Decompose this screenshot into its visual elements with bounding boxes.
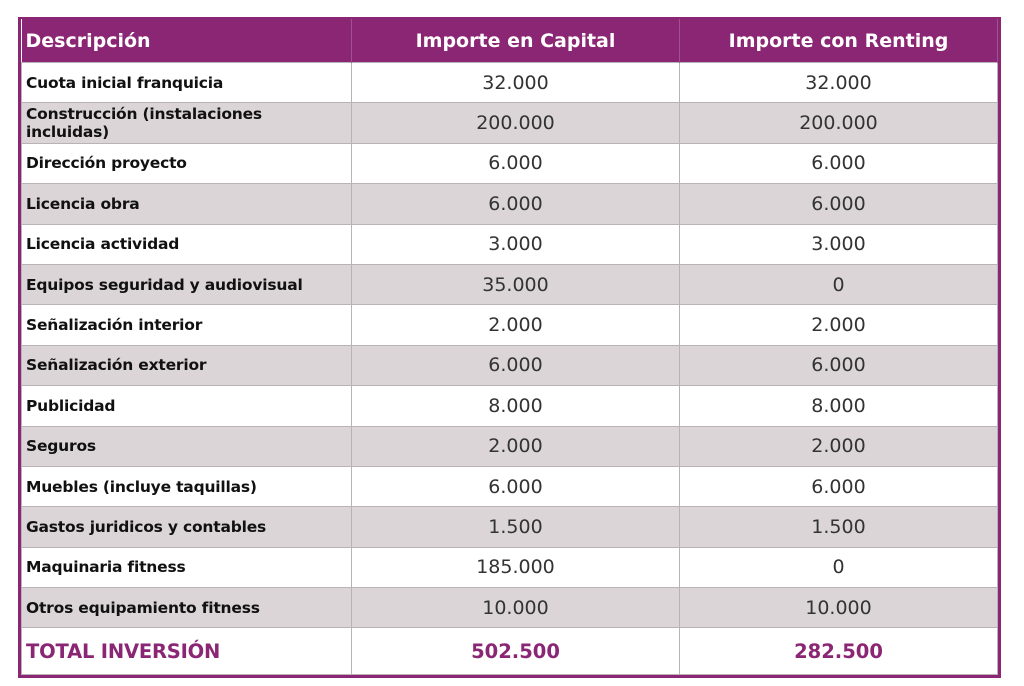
row-renting: 6.000 [679, 344, 998, 387]
investment-table: Descripción Importe en Capital Importe c… [18, 17, 1001, 679]
table-row: Licencia actividad 3.000 3.000 [21, 223, 998, 265]
row-capital: 2.000 [351, 425, 680, 467]
row-capital: 3.000 [351, 223, 680, 265]
total-capital: 502.500 [351, 627, 680, 676]
row-capital: 35.000 [351, 263, 680, 306]
table-row: Construcción (instalaciones incluidas) 20… [21, 102, 998, 144]
row-description: Dirección proyecto [21, 142, 352, 185]
row-description: Seguros [21, 425, 352, 467]
row-capital: 200.000 [351, 102, 680, 144]
row-renting: 32.000 [679, 61, 998, 104]
table-row: Otros equipamiento fitness 10.000 10.000 [21, 587, 998, 629]
row-renting: 3.000 [679, 223, 998, 265]
row-capital: 6.000 [351, 142, 680, 185]
row-capital: 6.000 [351, 465, 680, 508]
row-description: Muebles (incluye taquillas) [21, 465, 352, 508]
row-description: Gastos juridicos y contables [21, 506, 352, 548]
row-capital: 6.000 [351, 344, 680, 387]
table-row: Dirección proyecto 6.000 6.000 [21, 142, 998, 185]
total-renting: 282.500 [679, 627, 998, 676]
row-capital: 185.000 [351, 546, 680, 589]
row-capital: 8.000 [351, 385, 680, 427]
total-row: TOTAL INVERSIÓN 502.500 282.500 [21, 627, 998, 676]
row-capital: 6.000 [351, 183, 680, 225]
row-description: Publicidad [21, 385, 352, 427]
table-row: Maquinaria fitness 185.000 0 [21, 546, 998, 589]
table-row: Señalización interior 2.000 2.000 [21, 304, 998, 346]
table-row: Señalización exterior 6.000 6.000 [21, 344, 998, 387]
row-renting: 1.500 [679, 506, 998, 548]
row-renting: 6.000 [679, 183, 998, 225]
row-description: Señalización exterior [21, 344, 352, 387]
row-renting: 10.000 [679, 587, 998, 629]
row-description: Construcción (instalaciones incluidas) [21, 102, 352, 144]
row-description: Maquinaria fitness [21, 546, 352, 589]
table-row: Licencia obra 6.000 6.000 [21, 183, 998, 225]
header-renting: Importe con Renting [679, 19, 998, 63]
row-renting: 6.000 [679, 465, 998, 508]
row-description: Cuota inicial franquicia [21, 61, 352, 104]
header-description: Descripción [21, 19, 352, 63]
row-renting: 0 [679, 263, 998, 306]
table-row: Seguros 2.000 2.000 [21, 425, 998, 467]
table-row: Gastos juridicos y contables 1.500 1.500 [21, 506, 998, 548]
row-renting: 8.000 [679, 385, 998, 427]
row-description: Licencia obra [21, 183, 352, 225]
row-renting: 0 [679, 546, 998, 589]
row-capital: 10.000 [351, 587, 680, 629]
row-renting: 200.000 [679, 102, 998, 144]
row-description: Licencia actividad [21, 223, 352, 265]
table-row: Publicidad 8.000 8.000 [21, 385, 998, 427]
header-capital: Importe en Capital [351, 19, 680, 63]
table-row: Equipos seguridad y audiovisual 35.000 0 [21, 263, 998, 306]
row-renting: 2.000 [679, 425, 998, 467]
row-capital: 32.000 [351, 61, 680, 104]
total-label: TOTAL INVERSIÓN [21, 627, 352, 676]
row-capital: 1.500 [351, 506, 680, 548]
row-description: Señalización interior [21, 304, 352, 346]
row-description: Otros equipamiento fitness [21, 587, 352, 629]
header-row: Descripción Importe en Capital Importe c… [21, 19, 998, 63]
row-description: Equipos seguridad y audiovisual [21, 263, 352, 306]
table-row: Cuota inicial franquicia 32.000 32.000 [21, 61, 998, 104]
row-renting: 6.000 [679, 142, 998, 185]
row-renting: 2.000 [679, 304, 998, 346]
row-capital: 2.000 [351, 304, 680, 346]
table-row: Muebles (incluye taquillas) 6.000 6.000 [21, 465, 998, 508]
